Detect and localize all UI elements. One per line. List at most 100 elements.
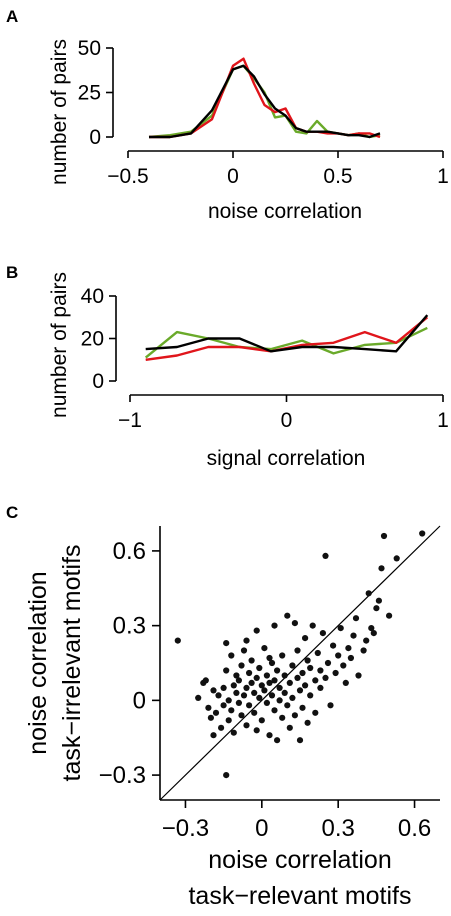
- scatter-point: [246, 669, 253, 677]
- scatter-point: [284, 612, 291, 619]
- scatter-point: [345, 645, 352, 652]
- x-tick-label: 0.5: [323, 165, 352, 188]
- scatter-point: [289, 694, 296, 702]
- y-tick-label: 20: [81, 328, 104, 351]
- x-tick-label: 0: [227, 165, 239, 188]
- y-tick-label: 40: [81, 285, 104, 308]
- scatter-point: [330, 642, 337, 649]
- scatter-point: [174, 637, 181, 644]
- scatter-point: [360, 647, 367, 654]
- scatter-point: [225, 717, 232, 724]
- scatter-point: [261, 645, 268, 652]
- scatter-point: [268, 659, 276, 667]
- scatter-point: [210, 732, 217, 739]
- scatter-point: [251, 709, 258, 716]
- scatter-point: [332, 669, 339, 677]
- scatter-point: [296, 737, 304, 744]
- scatter-point: [195, 694, 202, 702]
- scatter-point: [312, 709, 319, 716]
- scatter-point: [319, 630, 326, 637]
- scatter-point: [240, 692, 248, 699]
- scatter-point: [363, 637, 370, 644]
- scatter-point: [279, 714, 286, 721]
- scatter-point: [304, 719, 311, 726]
- series-line-1: [149, 57, 381, 139]
- scatter-point: [230, 729, 237, 736]
- scatter-point: [340, 662, 347, 669]
- scatter-point: [386, 612, 393, 619]
- scatter-point: [235, 677, 242, 684]
- scatter-point: [373, 605, 380, 612]
- scatter-point: [240, 647, 248, 654]
- scatter-point: [266, 732, 273, 739]
- y-axis-label: number of pairs: [48, 39, 71, 185]
- y-tick-label: 50: [78, 37, 101, 60]
- scatter-point: [419, 530, 426, 537]
- scatter-point: [251, 689, 258, 697]
- scatter-point: [368, 625, 375, 632]
- scatter-point: [294, 674, 301, 682]
- x-tick-label: 1: [437, 165, 449, 188]
- scatter-point: [266, 679, 273, 687]
- scatter-point: [279, 652, 286, 659]
- identity-line: [159, 525, 441, 801]
- x-axis-label: signal correlation: [207, 447, 366, 470]
- x-tick-label: 0.3: [321, 815, 354, 842]
- scatter-point: [220, 684, 227, 692]
- scatter-point: [291, 712, 298, 719]
- scatter-point: [302, 635, 309, 642]
- scatter-point: [218, 724, 225, 731]
- scatter-point: [225, 697, 232, 704]
- scatter-point: [312, 677, 319, 684]
- scatter-point: [266, 654, 273, 662]
- scatter-point: [281, 689, 288, 697]
- scatter-point: [243, 637, 250, 644]
- scatter-point: [233, 672, 240, 679]
- scatter-point: [302, 682, 309, 689]
- scatter-point: [281, 672, 288, 679]
- x-tick-label: 0: [281, 409, 293, 432]
- x-axis-label: task−relevant motifs: [188, 882, 411, 910]
- y-tick-label: 0.3: [113, 613, 146, 640]
- scatter-point: [291, 620, 298, 627]
- y-tick-label: 25: [78, 82, 101, 105]
- scatter-point: [243, 722, 250, 729]
- scatter-point: [370, 630, 377, 637]
- y-tick-label: 0: [133, 687, 146, 714]
- scatter-point: [212, 709, 220, 716]
- scatter-point: [317, 667, 324, 674]
- scatter-point: [299, 704, 306, 711]
- scatter-point: [263, 672, 270, 679]
- scatter-point: [350, 632, 357, 639]
- series-line-0: [144, 326, 428, 359]
- y-tick-label: −0.3: [99, 762, 146, 789]
- scatter-point: [286, 724, 293, 731]
- x-tick-label: −0.5: [107, 165, 148, 188]
- x-axis-label: noise correlation: [208, 846, 391, 874]
- scatter-point: [268, 692, 276, 699]
- scatter-point: [355, 672, 362, 679]
- scatter-point: [274, 667, 281, 674]
- series-line-1: [145, 316, 429, 361]
- scatter-point: [276, 697, 283, 704]
- y-axis-label: task−irrelevant motifs: [58, 545, 86, 782]
- scatter-point: [238, 662, 245, 669]
- scatter-point: [294, 647, 301, 654]
- scatter-point: [246, 702, 253, 709]
- scatter-point: [207, 714, 214, 721]
- scatter-point: [256, 694, 263, 702]
- x-tick-label: −0.3: [162, 815, 209, 842]
- scatter-point: [335, 652, 342, 659]
- scatter-point: [243, 684, 250, 692]
- scatter-point: [309, 622, 316, 629]
- panel-letter-a: A: [6, 7, 18, 26]
- scatter-point: [271, 707, 278, 714]
- panel-b-chart: 0 20 40 −1 0 1 signal correlation number of pai…: [48, 272, 449, 470]
- scatter-point: [253, 727, 260, 734]
- scatter-point: [365, 590, 372, 597]
- scatter-point: [322, 552, 329, 560]
- series-line-2: [149, 64, 381, 139]
- scatter-point: [261, 687, 268, 694]
- scatter-point: [337, 625, 344, 632]
- scatter-point: [228, 652, 235, 659]
